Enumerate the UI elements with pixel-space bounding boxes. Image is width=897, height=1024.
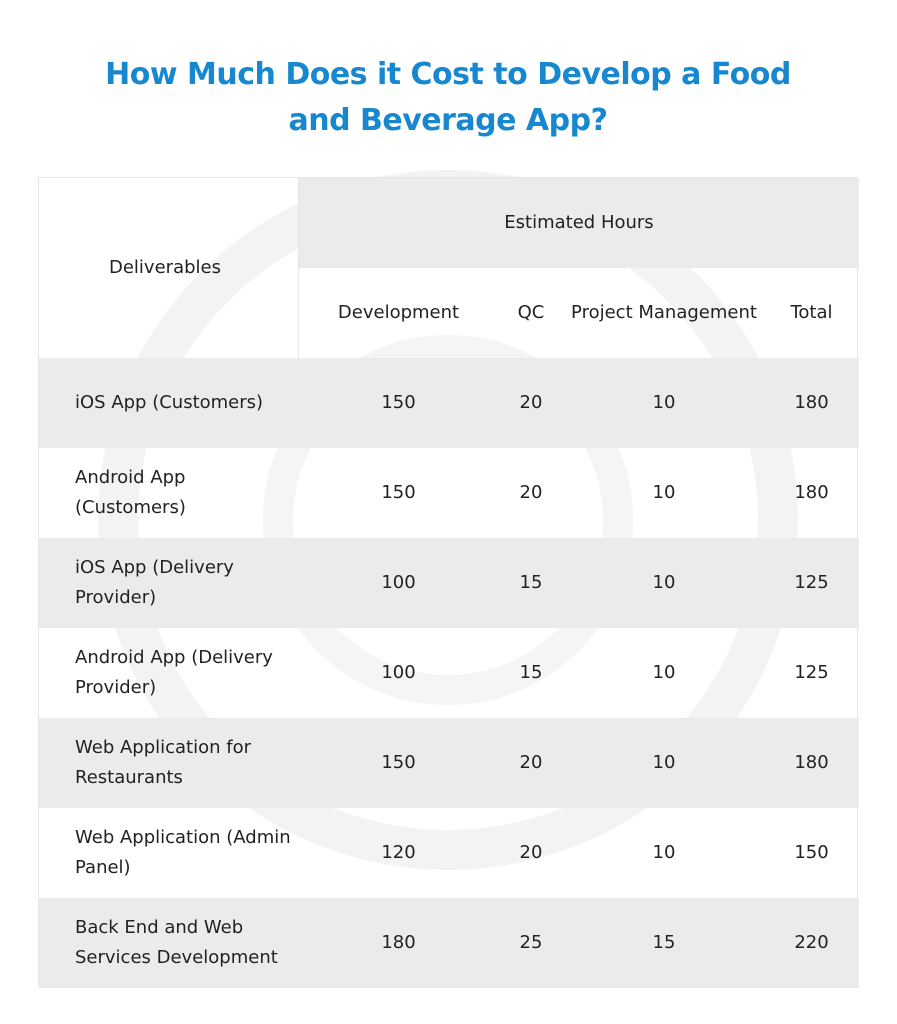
hours: 180 <box>381 932 416 953</box>
group-header: Estimated Hours <box>299 178 859 268</box>
hours: 10 <box>652 482 676 503</box>
hours: 25 <box>519 932 543 953</box>
deliverable: Android App (Delivery Provider) <box>75 647 273 698</box>
row-bg <box>39 358 859 448</box>
table: Deliverables Estimated Hours Development QC… <box>38 177 859 988</box>
hours: 10 <box>652 662 676 683</box>
hours: 150 <box>381 392 416 413</box>
hours: 20 <box>519 752 543 773</box>
hours: 120 <box>381 842 416 863</box>
hours: 20 <box>519 392 543 413</box>
hours: 220 <box>794 932 829 953</box>
hours: 100 <box>381 662 416 683</box>
column-header: QC <box>517 302 545 323</box>
row-bg <box>39 538 859 628</box>
hours: 10 <box>652 572 676 593</box>
title: How Much Does it Cost to Develop a Food … <box>105 57 791 138</box>
hours: 10 <box>652 392 676 413</box>
deliverable: Back End and Web Services Development <box>75 917 278 968</box>
hours: 150 <box>381 482 416 503</box>
hours: 125 <box>794 572 829 593</box>
hours: 180 <box>794 392 829 413</box>
hours: 15 <box>519 572 543 593</box>
hours: 180 <box>794 482 829 503</box>
hours: 180 <box>794 752 829 773</box>
watermark-ring <box>263 335 633 705</box>
row-bg <box>39 898 859 988</box>
column-header: Total <box>790 302 833 323</box>
hours: 125 <box>794 662 829 683</box>
hours: 15 <box>652 932 676 953</box>
hours: 10 <box>652 842 676 863</box>
deliverable: Web Application (Admin Panel) <box>75 827 291 878</box>
hours: 150 <box>381 752 416 773</box>
hours: 10 <box>652 752 676 773</box>
deliverable: iOS App (Customers) <box>75 392 264 413</box>
deliverable: Android App (Customers) <box>75 467 186 518</box>
hours: 15 <box>519 662 543 683</box>
deliverables-header: Deliverables <box>39 178 299 358</box>
deliverable: iOS App (Delivery Provider) <box>75 557 234 608</box>
deliverable: Web Application for Restaurants <box>75 737 252 788</box>
hours: 20 <box>519 842 543 863</box>
hours: 100 <box>381 572 416 593</box>
row-bg <box>39 718 859 808</box>
column-header: Project Management <box>571 302 757 323</box>
column-header: Development <box>337 302 460 323</box>
hours: 20 <box>519 482 543 503</box>
hours: 150 <box>794 842 829 863</box>
